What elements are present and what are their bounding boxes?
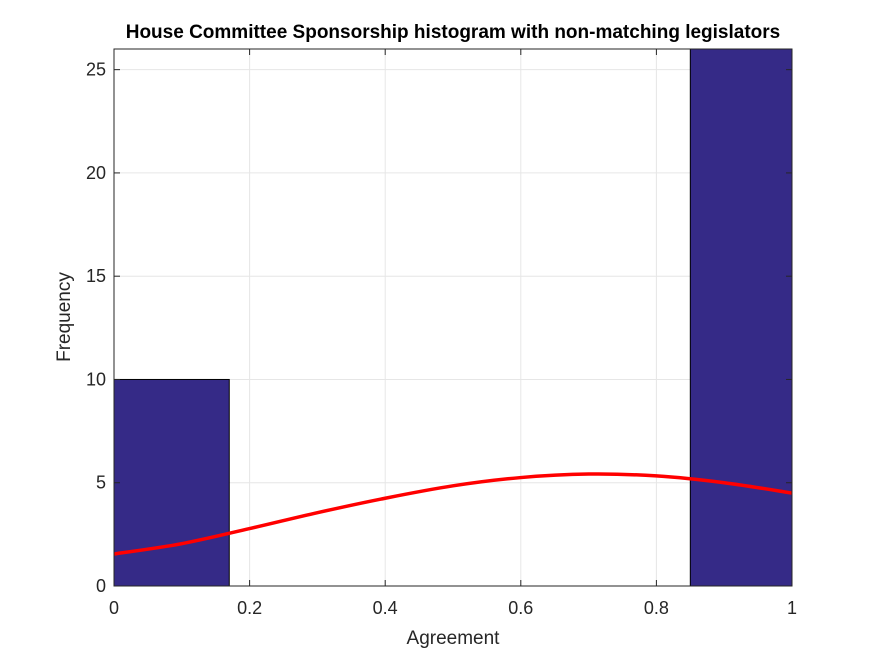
x-tick-label: 1: [787, 598, 797, 618]
plot-frame: [113, 48, 793, 587]
y-tick-label: 0: [96, 576, 106, 596]
y-tick-label: 10: [86, 369, 106, 389]
y-tick-label: 25: [86, 60, 106, 80]
x-tick-label: 0: [109, 598, 119, 618]
x-tick-label: 0.4: [373, 598, 398, 618]
y-tick-label: 5: [96, 473, 106, 493]
x-tick-label: 0.6: [508, 598, 533, 618]
x-axis-label: Agreement: [407, 628, 501, 649]
histogram-bars: [113, 48, 793, 587]
x-tick-label: 0.2: [237, 598, 262, 618]
y-tick-label: 20: [86, 163, 106, 183]
histogram-bar: [689, 48, 793, 587]
y-tick-label: 15: [86, 266, 106, 286]
histogram-bar: [113, 378, 230, 587]
x-tick-label: 0.8: [644, 598, 669, 618]
fit-curve-layer: [113, 472, 793, 556]
fit-curve: [113, 472, 793, 556]
y-axis-label: Frequency: [54, 272, 75, 362]
chart-title: House Committee Sponsorship histogram wi…: [126, 22, 781, 43]
